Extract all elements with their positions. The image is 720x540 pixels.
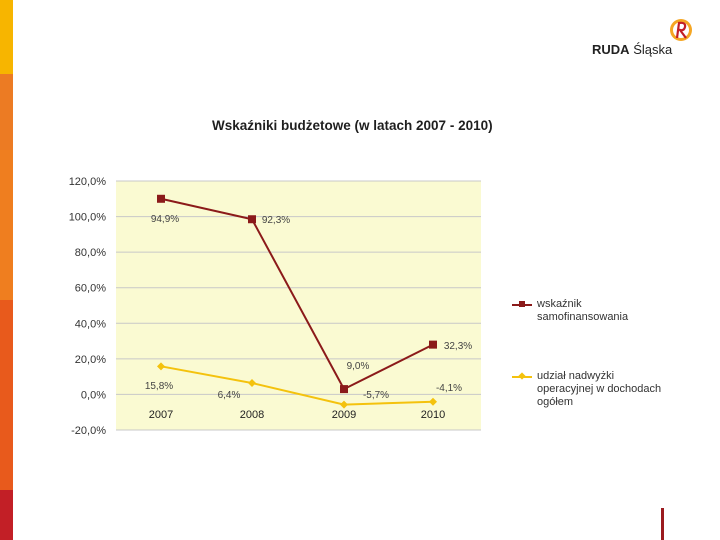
- side-color-bar: [0, 0, 13, 540]
- y-tick-label: 80,0%: [75, 247, 106, 259]
- series1-data-label: 92,3%: [262, 215, 290, 226]
- legend-label-series-1: wskaźnik samofinansowania: [537, 298, 629, 323]
- side-bar-segment: [0, 0, 13, 74]
- y-tick-label: 120,0%: [69, 176, 107, 188]
- x-tick-label: 2010: [421, 409, 445, 421]
- y-tick-label: 0,0%: [81, 389, 106, 401]
- series2-data-label: 6,4%: [218, 390, 241, 401]
- series1-point-marker: [340, 385, 348, 394]
- side-bar-segment: [0, 490, 13, 540]
- series1-point-marker: [157, 194, 165, 203]
- x-tick-label: 2007: [149, 409, 173, 421]
- legend-swatch-series-2: [512, 372, 532, 380]
- logo-bold-text: RUDA: [592, 42, 630, 57]
- legend-item-series-1: wskaźnik samofinansowania: [512, 298, 662, 324]
- logo-emblem-icon: [670, 19, 692, 41]
- side-bar-segment: [0, 74, 13, 150]
- logo-regular-text: Śląska: [633, 42, 673, 57]
- y-tick-label: 20,0%: [75, 354, 106, 366]
- series2-point-marker: [248, 379, 256, 388]
- series2-data-label: -4,1%: [436, 383, 462, 394]
- y-tick-label: -20,0%: [71, 425, 106, 437]
- series2-data-label: -5,7%: [363, 390, 389, 401]
- legend-item-series-2: udział nadwyżki operacyjnej w dochodach …: [512, 370, 662, 409]
- side-bar-segment: [0, 300, 13, 490]
- series1-point-marker: [429, 340, 437, 349]
- logo-wordmark: RUDA Śląska: [592, 42, 672, 57]
- x-tick-label: 2009: [332, 409, 356, 421]
- y-tick-label: 100,0%: [69, 212, 107, 224]
- series1-data-label: 94,9%: [151, 214, 179, 225]
- chart-legend: wskaźnik samofinansowania udział nadwyżk…: [512, 298, 662, 409]
- series-line-nadwyzka: [160, 365, 434, 406]
- y-tick-label: 40,0%: [75, 318, 106, 330]
- series2-point-marker: [429, 397, 437, 406]
- series1-data-label: 9,0%: [347, 361, 370, 372]
- side-bar-segment: [0, 150, 13, 300]
- legend-label-series-2: udział nadwyżki operacyjnej w dochodach …: [537, 370, 662, 408]
- legend-swatch-series-1: [512, 301, 532, 307]
- series1-point-marker: [248, 215, 256, 224]
- bottom-accent-line: [661, 508, 664, 540]
- y-tick-label: 60,0%: [75, 283, 106, 295]
- series2-point-marker: [157, 362, 165, 371]
- ruda-slaska-logo: RUDA Śląska: [592, 16, 702, 60]
- chart-title: Wskaźniki budżetowe (w latach 2007 - 201…: [212, 118, 493, 133]
- x-tick-label: 2008: [240, 409, 264, 421]
- series2-data-label: 15,8%: [145, 381, 173, 392]
- series1-data-label: 32,3%: [444, 341, 472, 352]
- series-line-samofinansowanie: [160, 197, 434, 391]
- series2-point-marker: [340, 400, 348, 409]
